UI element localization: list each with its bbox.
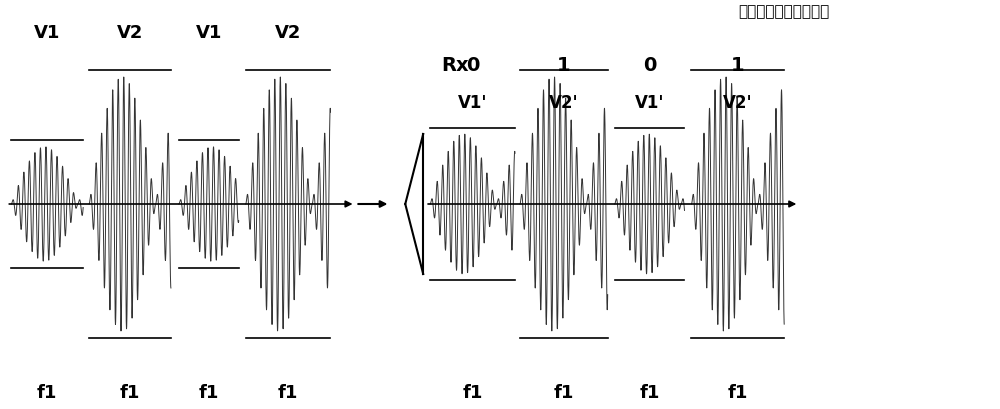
Text: f1: f1 [120,383,140,401]
Text: f1: f1 [728,383,748,401]
Text: f1: f1 [639,383,660,401]
Text: f1: f1 [554,383,574,401]
Text: Rx: Rx [441,55,469,74]
Text: 0: 0 [466,55,479,74]
Text: V1': V1' [635,94,664,112]
Text: V2: V2 [275,24,301,42]
Text: 0: 0 [643,55,656,74]
Text: V2': V2' [549,94,579,112]
Text: f1: f1 [278,383,298,401]
Text: 1: 1 [731,55,745,74]
Text: 1: 1 [557,55,571,74]
Text: V1: V1 [196,24,222,42]
Text: f1: f1 [37,383,57,401]
Text: V1: V1 [34,24,60,42]
Text: V2': V2' [723,94,753,112]
Text: V1': V1' [458,94,487,112]
Text: V2: V2 [117,24,143,42]
Text: f1: f1 [462,383,483,401]
Text: f1: f1 [199,383,219,401]
Text: （受电侧：振幅调製）: （受电侧：振幅调製） [739,4,830,19]
